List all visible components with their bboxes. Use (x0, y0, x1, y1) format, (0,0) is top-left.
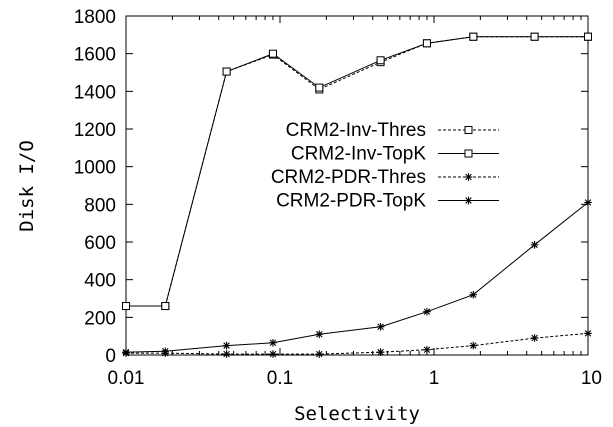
data-point-marker (269, 350, 277, 358)
series-line (126, 332, 589, 355)
data-point-marker (584, 198, 592, 207)
y-tick-label: 200 (84, 308, 116, 329)
y-tick-label: 400 (84, 271, 116, 292)
data-point-marker (161, 302, 170, 311)
data-point-marker (469, 290, 478, 299)
data-point-marker (376, 56, 385, 65)
data-point-marker (530, 241, 539, 249)
series-line (126, 36, 588, 307)
data-point-marker (222, 341, 231, 350)
data-point-marker (464, 173, 473, 181)
legend-entry: CRM2-Inv-Thres (286, 120, 499, 141)
series-crm2-pdr-topk (122, 198, 592, 356)
axis-ticks: 0 200 400 600 800 1000 1200 1400 1600 1800 0.01 0.1… (74, 7, 602, 389)
legend-entry: CRM2-Inv-TopK (291, 144, 499, 165)
data-point-marker (423, 345, 431, 354)
data-point-marker (464, 126, 473, 134)
legend-label: CRM2-PDR-TopK (276, 191, 426, 212)
series-line (125, 202, 589, 353)
series-crm2-pdr-thres (122, 329, 592, 358)
y-tick-label: 1800 (74, 7, 116, 28)
data-point-marker (315, 83, 324, 92)
data-point-marker (422, 39, 431, 48)
x-tick-label: 0.01 (108, 368, 145, 389)
data-point-marker (376, 322, 385, 331)
legend: CRM2-Inv-Thres CRM2-Inv-TopKCRM2-PDR-Thre… (271, 120, 499, 212)
data-point-marker (376, 348, 385, 356)
plot-frame (125, 15, 589, 356)
y-tick-label: 1400 (74, 82, 116, 103)
data-point-marker (122, 348, 130, 356)
data-point-marker (464, 196, 473, 205)
y-tick-label: 1600 (74, 45, 116, 66)
y-tick-label: 800 (84, 195, 116, 216)
data-point-marker (530, 32, 539, 41)
x-tick-label: 1 (429, 368, 440, 389)
data-point-marker (469, 341, 478, 350)
data-point-marker (269, 338, 277, 347)
x-axis-title: Selectivity (294, 403, 420, 425)
data-point-marker (315, 330, 324, 339)
data-point-marker (222, 350, 231, 358)
legend-entry: CRM2-PDR-Thres (271, 167, 499, 188)
data-point-marker (464, 149, 473, 158)
legend-label: CRM2-PDR-Thres (271, 167, 426, 188)
legend-label: CRM2-Inv-TopK (291, 144, 426, 165)
data-point-marker (268, 49, 277, 58)
data-point-marker (161, 347, 170, 356)
data-point-marker (423, 307, 431, 316)
y-tick-label: 1200 (74, 120, 116, 141)
y-tick-label: 600 (84, 233, 116, 254)
y-tick-label: 1000 (74, 158, 116, 179)
data-point-marker (469, 32, 478, 41)
data-point-marker (584, 329, 592, 338)
data-point-marker (315, 350, 324, 358)
x-tick-label: 10 (581, 368, 602, 389)
y-axis-title: Disk I/O (16, 140, 38, 232)
legend-entry: CRM2-PDR-TopK (276, 191, 499, 212)
y-tick-label: 0 (105, 346, 116, 367)
data-point-marker (122, 302, 130, 311)
series-layer (122, 32, 592, 358)
data-point-marker (584, 32, 592, 41)
x-tick-label: 0.1 (267, 368, 293, 389)
data-point-marker (222, 67, 231, 76)
series-crm2-inv-topk (122, 32, 592, 311)
data-point-marker (530, 334, 539, 342)
legend-label: CRM2-Inv-Thres (286, 120, 426, 141)
